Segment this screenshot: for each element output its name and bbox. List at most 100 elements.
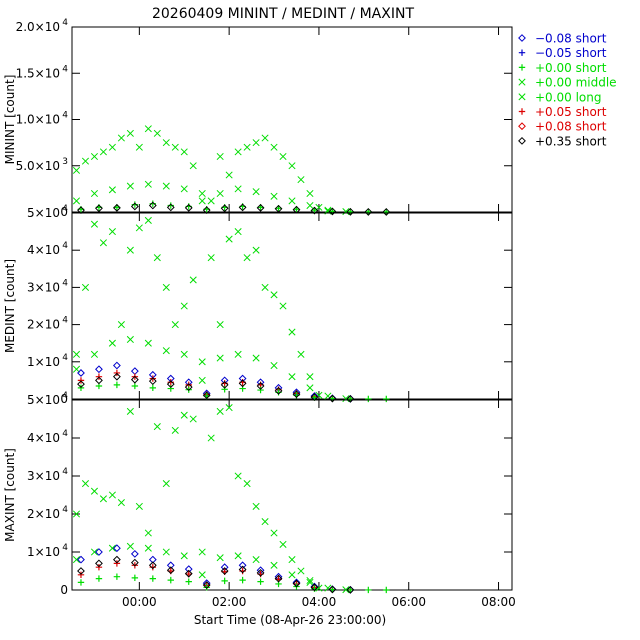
- data-point: [149, 575, 157, 582]
- legend-label: +0.35 short: [535, 134, 607, 148]
- legend-marker: [518, 122, 526, 131]
- data-point: [99, 239, 107, 247]
- series--0-00-middle: [72, 335, 350, 403]
- legend-marker: [518, 108, 526, 115]
- y-tick-exponent: 4: [62, 353, 68, 363]
- series--0-35-short: [77, 201, 391, 216]
- data-point: [274, 386, 283, 395]
- data-point: [162, 182, 170, 190]
- legend-entry: +0.00 middle: [518, 76, 617, 90]
- legend-entry: +0.00 short: [518, 61, 607, 75]
- data-point: [306, 384, 314, 392]
- data-point: [270, 561, 278, 569]
- data-point: [77, 567, 85, 575]
- data-point: [135, 224, 143, 232]
- y-tick-label: 3×10: [27, 280, 60, 294]
- data-point: [112, 361, 121, 370]
- data-point: [365, 395, 372, 403]
- legend-label: −0.05 short: [535, 46, 607, 60]
- y-tick-label: 5×10: [27, 393, 60, 407]
- data-point: [216, 152, 224, 161]
- data-point: [113, 381, 121, 389]
- data-point: [184, 569, 193, 578]
- y-tick-label: 0: [60, 205, 68, 219]
- data-point: [234, 552, 242, 560]
- data-point: [113, 573, 121, 580]
- data-point: [99, 148, 107, 156]
- data-point: [166, 380, 175, 389]
- data-point: [90, 220, 99, 228]
- data-point: [252, 246, 260, 254]
- y-tick-label: 4×10: [27, 431, 60, 445]
- data-point: [77, 555, 85, 564]
- legend-entry: +0.00 long: [518, 90, 602, 104]
- data-point: [270, 291, 278, 299]
- y-tick-label: 0: [60, 392, 68, 406]
- data-point: [185, 578, 192, 585]
- data-point: [261, 134, 269, 142]
- data-point: [279, 540, 287, 548]
- data-point: [144, 216, 152, 224]
- data-point: [257, 386, 264, 394]
- data-point: [77, 579, 85, 586]
- y-tick-label: 4×10: [27, 243, 60, 257]
- data-point: [180, 552, 188, 560]
- data-point: [328, 394, 337, 403]
- data-point: [329, 395, 336, 402]
- data-point: [243, 254, 251, 262]
- data-point: [207, 434, 215, 442]
- data-point: [216, 189, 224, 198]
- data-point: [270, 361, 278, 370]
- data-point: [90, 189, 99, 198]
- data-point: [126, 407, 134, 415]
- y-tick-label: 0: [60, 583, 68, 597]
- data-point: [184, 203, 193, 212]
- data-point: [238, 561, 247, 570]
- y-tick-label: 1×10: [27, 545, 60, 559]
- data-point: [346, 394, 355, 403]
- legend-marker: [518, 64, 526, 71]
- y-tick-exponent: 4: [62, 543, 68, 553]
- data-point: [221, 577, 228, 585]
- y-tick-label: 5×10: [27, 206, 60, 220]
- data-point: [180, 350, 188, 358]
- data-point: [166, 566, 175, 575]
- data-point: [167, 202, 174, 209]
- data-point: [72, 197, 81, 205]
- series--0-35-short: [77, 372, 355, 403]
- data-point: [306, 189, 314, 198]
- data-point: [220, 567, 229, 575]
- data-point: [288, 328, 296, 336]
- series--0-00-long: [72, 125, 332, 215]
- legend-label: +0.08 short: [535, 120, 607, 134]
- legend-marker: [518, 136, 526, 145]
- data-point: [364, 208, 373, 216]
- data-point: [234, 472, 242, 480]
- data-point: [144, 529, 152, 537]
- data-point: [198, 358, 206, 366]
- data-point: [72, 365, 81, 373]
- data-point: [234, 148, 242, 156]
- y-tick-label: 2×10: [27, 507, 60, 521]
- data-point: [225, 404, 233, 412]
- data-point: [148, 377, 157, 386]
- y-tick-exponent: 4: [62, 505, 68, 515]
- data-point: [180, 302, 188, 310]
- data-point: [149, 384, 157, 392]
- data-point: [135, 143, 143, 151]
- data-point: [347, 586, 354, 594]
- data-point: [108, 186, 116, 194]
- legend-label: +0.00 short: [535, 61, 607, 75]
- data-point: [329, 586, 336, 593]
- data-point: [238, 379, 247, 388]
- data-point: [167, 385, 174, 392]
- data-point: [310, 583, 319, 592]
- data-point: [274, 204, 283, 213]
- data-point: [126, 335, 134, 344]
- data-point: [108, 228, 116, 236]
- data-point: [117, 134, 125, 142]
- data-point: [144, 125, 152, 133]
- data-point: [72, 350, 81, 358]
